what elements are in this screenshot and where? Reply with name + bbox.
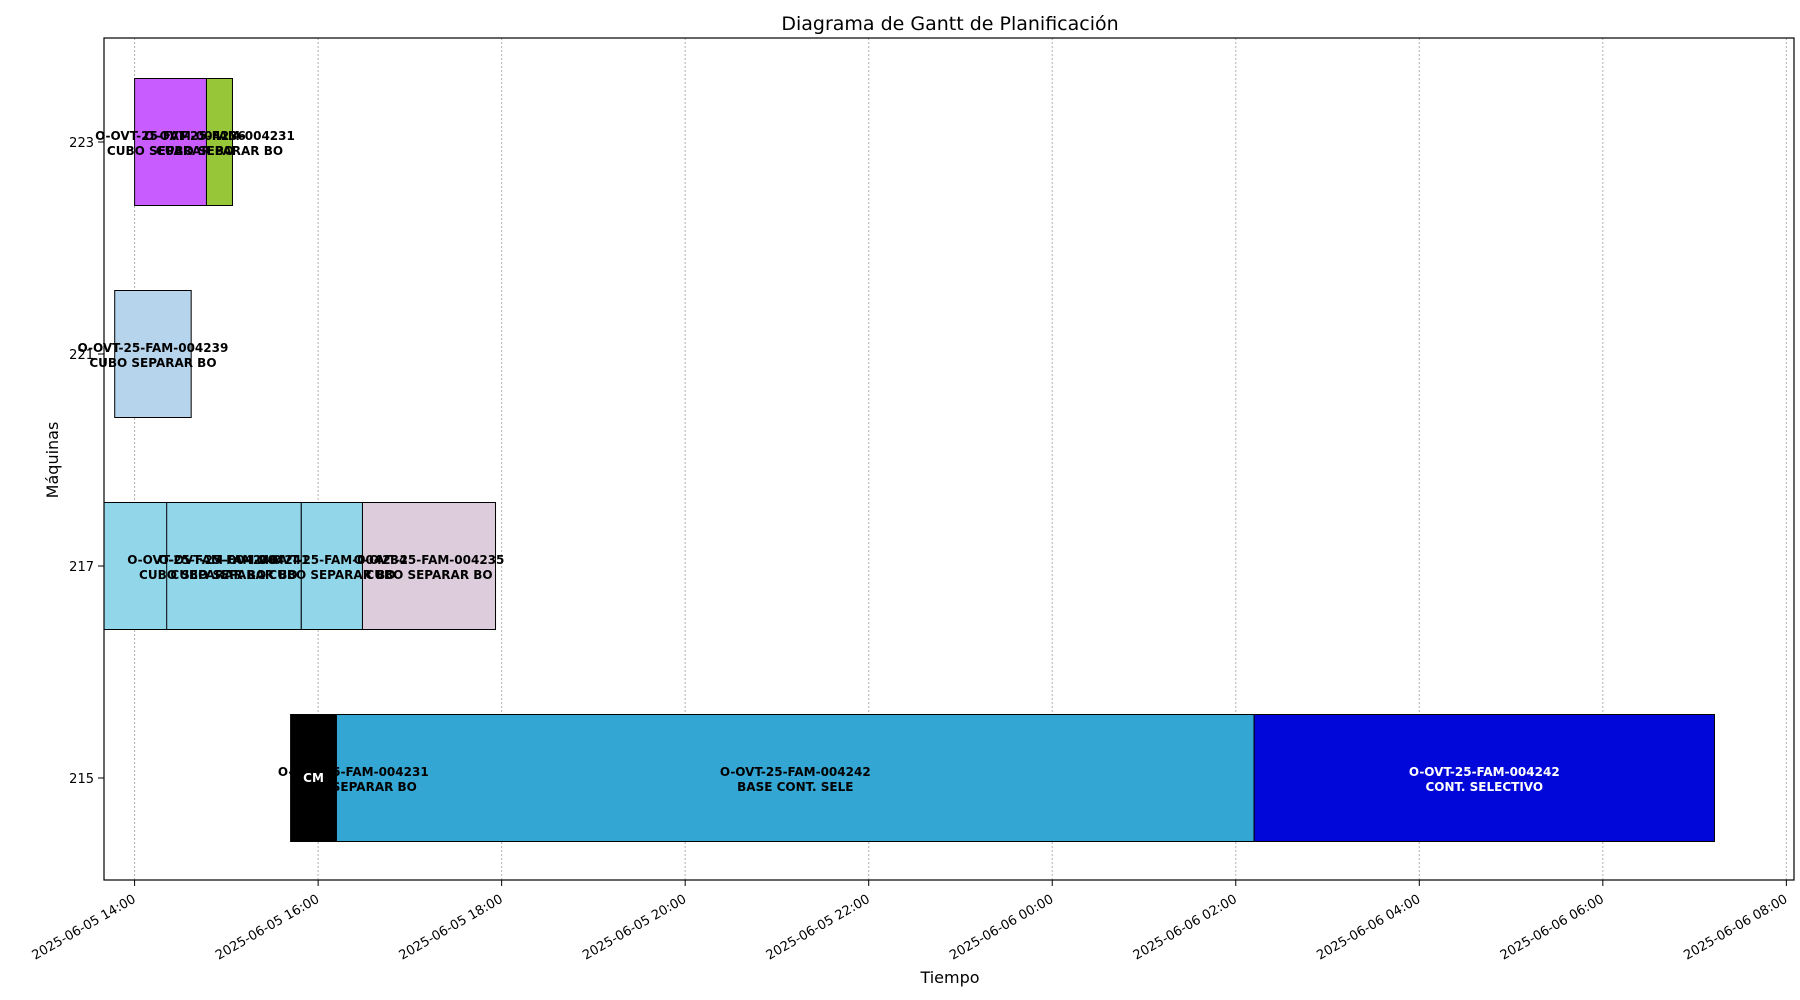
- task-label-4: O-OVT-25-FAM-004241 CUBO SEPARAR BO: [159, 553, 310, 582]
- task-bar-5: [300, 502, 363, 630]
- task-bar-8: [290, 714, 337, 842]
- grid-lines: [134, 38, 1787, 880]
- task-label-8: CM: [303, 771, 324, 785]
- task-labels: O-OVT-25-FAM-004236 CUBO SEPARAR BOO-OVT-…: [78, 129, 1560, 794]
- task-bar-4: [166, 502, 302, 630]
- task-bar-10: [1253, 714, 1715, 842]
- task-label-1: O-OVT-25-FAM-004231 CUBO SEPARAR BO: [144, 129, 295, 158]
- chart-title: Diagrama de Gantt de Planificación: [781, 13, 1118, 35]
- x-tick-label-7: 2025-06-06 04:00: [1314, 892, 1423, 964]
- y-axis-label: Máquinas: [43, 422, 62, 499]
- x-tick-label-1: 2025-06-05 16:00: [213, 892, 322, 964]
- y-axis-ticks: 215 217 221 223: [69, 136, 104, 787]
- task-label-3: O-OVT-25-FAM-004240 CUBO SEPARAR BO: [127, 553, 278, 582]
- x-tick-label-3: 2025-06-05 20:00: [580, 892, 689, 964]
- task-label-7: O-OVT-25-FAM-004231 CUBO SEPARAR BO: [278, 765, 429, 794]
- x-axis-label: Tiempo: [919, 968, 979, 987]
- x-tick-label-4: 2025-06-05 22:00: [764, 892, 873, 964]
- task-label-5: O-OVT-25-FAM-004234 CUBO SEPARAR BO: [256, 553, 407, 582]
- task-label-2: O-OVT-25-FAM-004239 CUBO SEPARAR BO: [78, 341, 229, 370]
- y-tick-label-221: 221: [69, 348, 94, 363]
- x-tick-label-5: 2025-06-06 00:00: [947, 892, 1056, 964]
- y-tick-label-217: 217: [69, 560, 94, 575]
- task-label-0: O-OVT-25-FAM-004236 CUBO SEPARAR BO: [95, 129, 246, 158]
- task-label-10: O-OVT-25-FAM-004242 CONT. SELECTIVO: [1409, 765, 1560, 794]
- task-bar-1: [205, 78, 233, 206]
- y-tick-label-215: 215: [69, 772, 94, 787]
- x-tick-label-0: 2025-06-05 14:00: [30, 892, 139, 964]
- x-axis-ticks: 2025-06-05 14:00 2025-06-05 16:00 2025-06-…: [30, 880, 1790, 964]
- task-bar-9: [335, 714, 1255, 842]
- x-tick-label-8: 2025-06-06 06:00: [1498, 892, 1607, 964]
- task-bars: [103, 78, 1715, 842]
- y-tick-label-223: 223: [69, 136, 94, 151]
- x-tick-label-2: 2025-06-05 18:00: [397, 892, 506, 964]
- plot-frame: [103, 37, 1795, 881]
- task-bar-6: [361, 502, 497, 630]
- task-label-6: O-OVT-25-FAM-004235 CUBO SEPARAR BO: [354, 553, 505, 582]
- x-tick-label-6: 2025-06-06 02:00: [1131, 892, 1240, 964]
- task-label-9: O-OVT-25-FAM-004242 BASE CONT. SELE: [720, 765, 871, 794]
- task-bar-2: [114, 290, 192, 418]
- x-tick-label-9: 2025-06-06 08:00: [1681, 892, 1790, 964]
